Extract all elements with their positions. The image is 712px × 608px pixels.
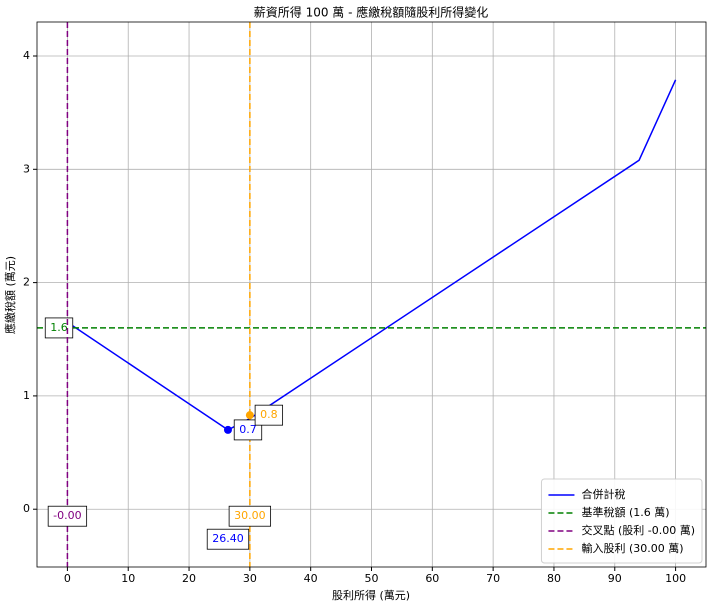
legend-label: 合併計稅 <box>581 487 625 501</box>
point-x-label-text: 26.40 <box>212 532 244 545</box>
reference-label-box <box>44 317 74 339</box>
legend-label: 基準稅額 (1.6 萬) <box>581 505 669 519</box>
x-tick-label: 80 <box>547 572 561 585</box>
x-tick-label: 70 <box>486 572 500 585</box>
x-tick-label: 40 <box>304 572 318 585</box>
point-label-text: 0.7 <box>239 423 257 436</box>
reference-label-text: 1.6 <box>50 321 68 334</box>
point-label-text: 0.8 <box>260 408 278 421</box>
reference-label-text: 30.00 <box>234 509 266 522</box>
x-tick-label: 90 <box>608 572 622 585</box>
x-axis-label: 股利所得 (萬元) <box>332 589 410 602</box>
point-label-box <box>254 404 284 426</box>
x-tick-label: 10 <box>121 572 135 585</box>
point-x-label-box <box>206 528 250 550</box>
reference-label-box <box>47 505 88 527</box>
x-tick-label: 0 <box>64 572 71 585</box>
y-tick-label: 0 <box>23 502 30 515</box>
point-label: 0.8 <box>254 404 284 426</box>
x-tick-label: 20 <box>182 572 196 585</box>
x-tick-label: 50 <box>365 572 379 585</box>
y-tick-label: 3 <box>23 162 30 175</box>
legend-label: 輸入股利 (30.00 萬) <box>581 541 683 555</box>
point <box>223 425 232 434</box>
reference-label: -0.00 <box>47 505 88 527</box>
reference-label-box <box>228 505 272 527</box>
y-axis-label: 應繳稅額 (萬元) <box>3 256 17 334</box>
x-tick-label: 100 <box>665 572 686 585</box>
chart-title: 薪資所得 100 萬 - 應繳稅額隨股利所得變化 <box>254 5 489 20</box>
reference-label: 1.6 <box>44 317 74 339</box>
reference-label: 30.00 <box>228 505 272 527</box>
reference-label-text: -0.00 <box>53 509 81 522</box>
x-tick-label: 30 <box>243 572 257 585</box>
y-tick-label: 1 <box>23 389 30 402</box>
plot-frame <box>36 21 707 568</box>
point-x-label: 26.40 <box>206 528 250 550</box>
y-tick-label: 4 <box>23 49 30 62</box>
x-tick-label: 60 <box>425 572 439 585</box>
legend-label: 交叉點 (股利 -0.00 萬) <box>581 523 695 537</box>
legend-box <box>540 478 703 564</box>
point <box>245 411 254 420</box>
y-tick-label: 2 <box>23 276 30 289</box>
